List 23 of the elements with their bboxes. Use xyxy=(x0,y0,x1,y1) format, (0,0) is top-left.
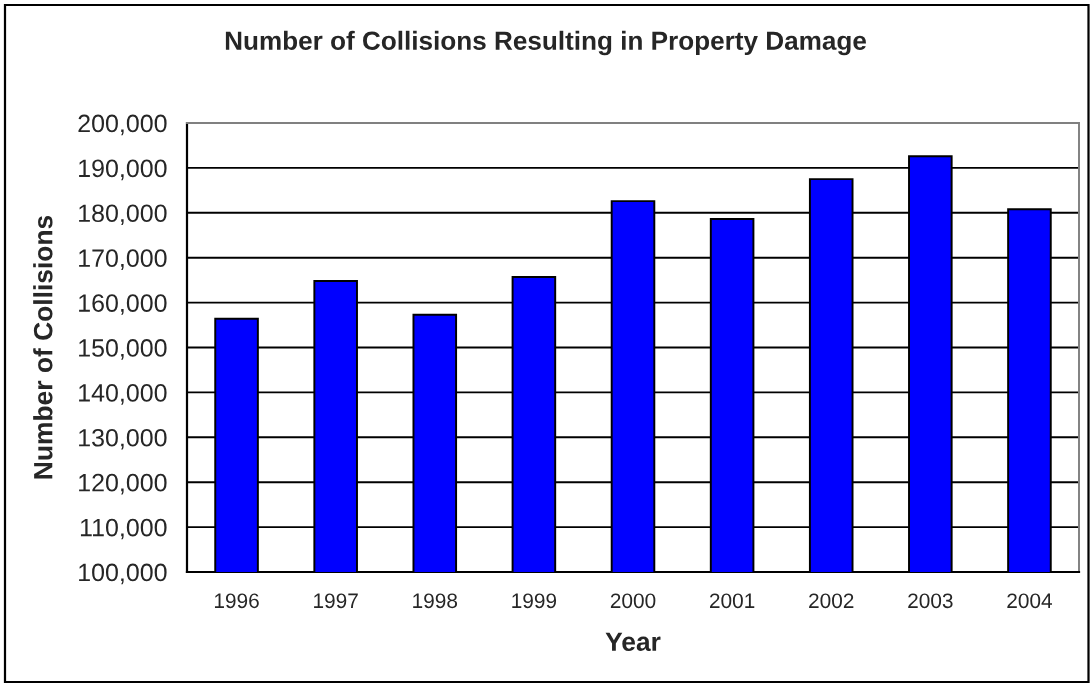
x-tick-label: 2001 xyxy=(709,593,755,609)
chart-title: Number of Collisions Resulting in Property Damage xyxy=(225,30,866,56)
y-tick-label: 120,000 xyxy=(79,473,167,495)
y-tick-label: 180,000 xyxy=(79,204,167,226)
y-tick-label: 190,000 xyxy=(79,159,167,181)
y-tick-label: 130,000 xyxy=(79,428,167,450)
y-tick-label: 140,000 xyxy=(79,384,167,405)
y-tick-label: 170,000 xyxy=(79,249,167,270)
x-tick-label: 1998 xyxy=(413,593,458,609)
y-tick-label: 100,000 xyxy=(79,563,167,585)
x-tick-label: 1996 xyxy=(214,593,259,609)
x-tick-label: 2003 xyxy=(908,593,953,609)
x-tick-label: 2004 xyxy=(1007,593,1053,609)
x-tick-label: 2000 xyxy=(610,593,656,609)
y-tick-label: 150,000 xyxy=(79,339,167,360)
x-axis-title: Year xyxy=(605,632,661,652)
y-tick-label: 160,000 xyxy=(79,294,167,315)
x-tick-label: 1999 xyxy=(512,593,557,609)
x-tick-label: 1997 xyxy=(314,593,358,609)
y-tick-label: 200,000 xyxy=(78,114,167,136)
y-tick-label: 110,000 xyxy=(80,518,167,540)
y-axis-title: Number of Collisions xyxy=(33,215,53,479)
x-tick-label: 2002 xyxy=(809,593,854,609)
